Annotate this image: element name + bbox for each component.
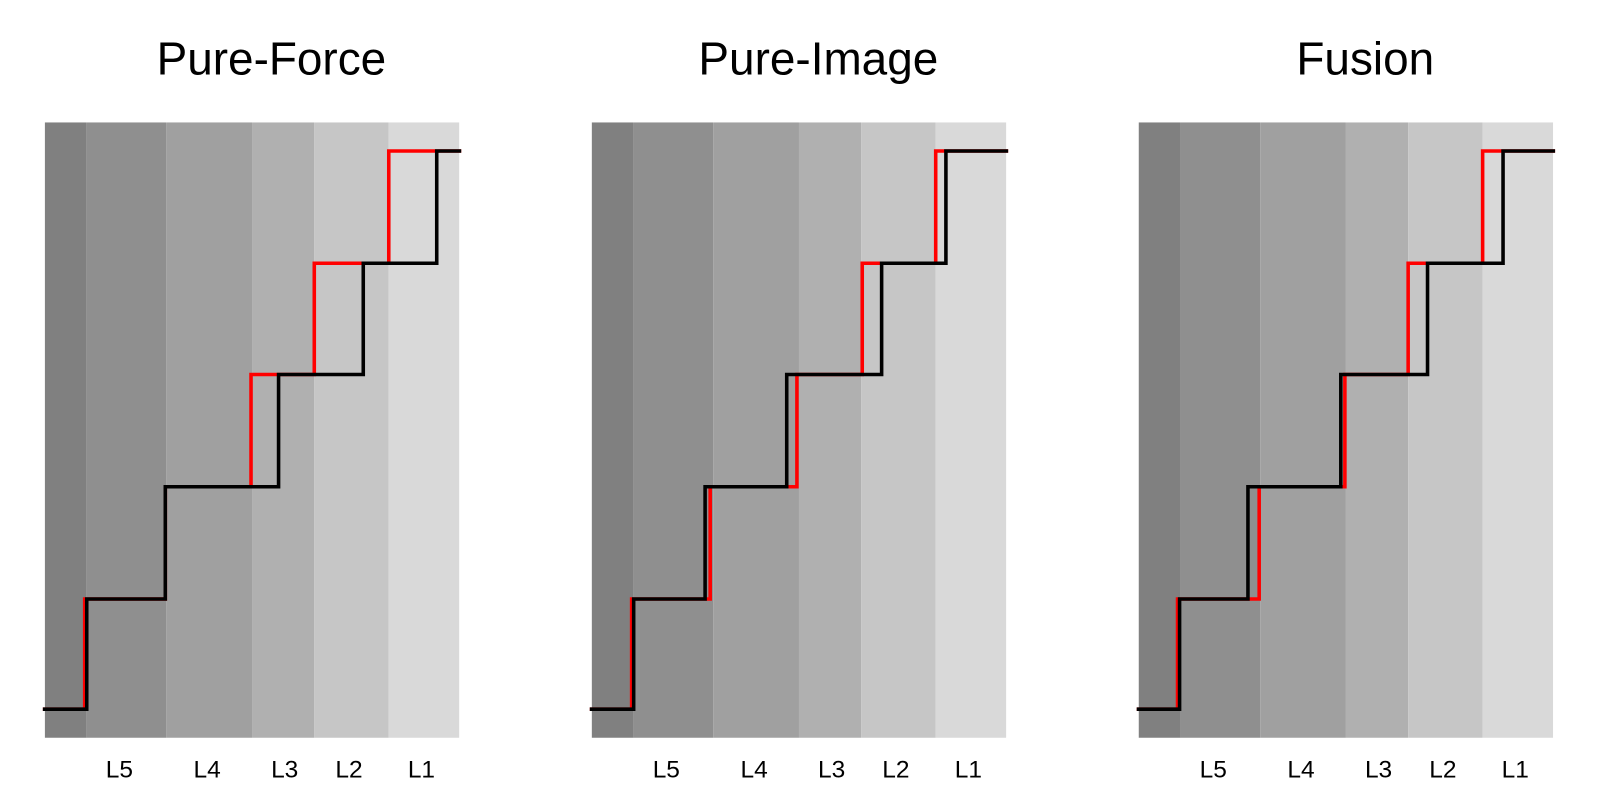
panel-title: Pure-Image xyxy=(698,32,938,84)
level-band xyxy=(633,122,714,738)
level-label: L5 xyxy=(106,757,133,784)
level-band xyxy=(252,122,315,738)
level-label: L3 xyxy=(271,757,298,784)
level-band xyxy=(86,122,167,738)
panels: Pure-Force L5 L4 L3 L2 L1 Pure-Image L5 L4 L3 L2 L1… xyxy=(42,32,1556,784)
level-band xyxy=(713,122,799,738)
level-band xyxy=(314,122,389,738)
red-step-line xyxy=(1136,149,1556,711)
panel-title: Fusion xyxy=(1296,32,1434,84)
panel: Fusion L5 L4 L3 L2 L1 xyxy=(1136,32,1556,784)
level-band xyxy=(798,122,862,738)
level-band xyxy=(1408,122,1483,738)
level-band xyxy=(388,122,460,738)
level-label: L5 xyxy=(1200,757,1227,784)
level-label: L2 xyxy=(882,757,909,784)
level-label: L4 xyxy=(1287,757,1314,784)
red-step-line xyxy=(589,149,1009,711)
level-label: L5 xyxy=(653,757,680,784)
panel-title: Pure-Force xyxy=(157,32,387,84)
level-label: L2 xyxy=(335,757,362,784)
level-band xyxy=(591,122,634,738)
level-band xyxy=(861,122,936,738)
level-label: L3 xyxy=(1365,757,1392,784)
level-label: L4 xyxy=(740,757,767,784)
level-band xyxy=(44,122,87,738)
level-band xyxy=(1482,122,1554,738)
level-band xyxy=(166,122,253,738)
level-label: L1 xyxy=(408,757,435,784)
level-label: L3 xyxy=(818,757,845,784)
black-step-line xyxy=(42,149,462,711)
level-label: L4 xyxy=(194,757,221,784)
black-step-line xyxy=(1136,149,1556,711)
panel: Pure-Image L5 L4 L3 L2 L1 xyxy=(589,32,1009,784)
black-step-line xyxy=(589,149,1009,711)
level-label: L2 xyxy=(1429,757,1456,784)
level-label: L1 xyxy=(955,757,982,784)
panel: Pure-Force L5 L4 L3 L2 L1 xyxy=(42,32,462,784)
level-band xyxy=(1260,122,1346,738)
red-step-line xyxy=(42,149,462,711)
level-band xyxy=(1180,122,1261,738)
level-band xyxy=(1138,122,1181,738)
level-band xyxy=(1345,122,1409,738)
level-label: L1 xyxy=(1502,757,1529,784)
